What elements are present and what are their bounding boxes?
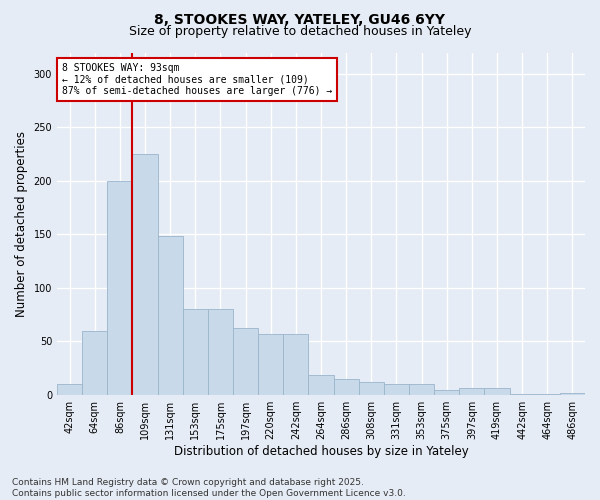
Bar (233, 328, 258, 394)
Bar (459, 388, 484, 394)
Bar (133, 154, 158, 394)
Bar (484, 388, 509, 394)
Bar (560, 392, 585, 394)
Bar (384, 384, 409, 394)
Bar (409, 384, 434, 394)
Bar (208, 309, 233, 394)
Bar (107, 181, 133, 394)
Bar (258, 334, 283, 394)
Text: 8 STOOKES WAY: 93sqm
← 12% of detached houses are smaller (109)
87% of semi-deta: 8 STOOKES WAY: 93sqm ← 12% of detached h… (62, 63, 332, 96)
Text: Size of property relative to detached houses in Yateley: Size of property relative to detached ho… (129, 25, 471, 38)
Bar (308, 376, 334, 394)
Bar (359, 382, 384, 394)
Bar (183, 309, 208, 394)
Bar (434, 390, 459, 394)
Bar (158, 236, 183, 394)
Text: 8, STOOKES WAY, YATELEY, GU46 6YY: 8, STOOKES WAY, YATELEY, GU46 6YY (155, 12, 445, 26)
Bar (334, 378, 359, 394)
Y-axis label: Number of detached properties: Number of detached properties (15, 130, 28, 316)
Bar (82, 330, 107, 394)
X-axis label: Distribution of detached houses by size in Yateley: Distribution of detached houses by size … (173, 444, 469, 458)
Text: Contains HM Land Registry data © Crown copyright and database right 2025.
Contai: Contains HM Land Registry data © Crown c… (12, 478, 406, 498)
Bar (57, 384, 82, 394)
Bar (283, 334, 308, 394)
